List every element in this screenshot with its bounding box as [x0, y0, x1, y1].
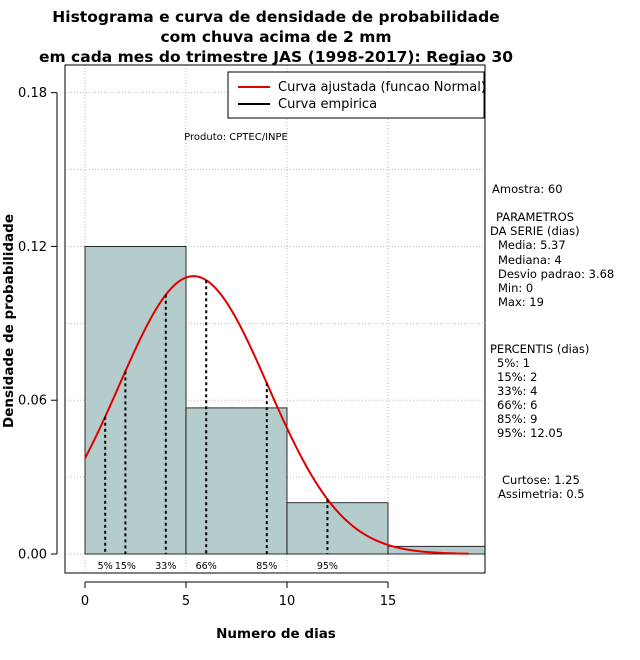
product-credit: Produto: CPTEC/INPE	[184, 132, 288, 143]
legend-label-empirical: Curva empirica	[278, 97, 377, 112]
x-tick-label-0: 0	[81, 594, 89, 609]
stats-panel: Amostra: 60 PARAMETROS DA SERIE (dias) M…	[490, 182, 614, 501]
percentil-33: 33%: 4	[497, 384, 537, 398]
x-tick-label-1: 5	[182, 594, 190, 609]
percentile-label-95: 95%	[317, 561, 338, 572]
x-axis-title: Numero de dias	[216, 626, 336, 642]
param-media: Media: 5.37	[498, 238, 566, 252]
y-tick-label-0: 0.00	[18, 548, 47, 563]
percentis-title: PERCENTIS (dias)	[490, 342, 589, 356]
param-mediana: Mediana: 4	[498, 253, 562, 267]
legend-label-normal: Curva ajustada (funcao Normal)	[278, 80, 486, 95]
percentil-95: 95%: 12.05	[497, 426, 563, 440]
plot-frame	[64, 64, 486, 574]
x-tick-label-3: 15	[380, 594, 397, 609]
param-max: Max: 19	[498, 295, 544, 309]
legend-box	[227, 71, 485, 119]
legend: Curva ajustada (funcao Normal) Curva emp…	[227, 71, 486, 119]
normal-curve-line	[84, 275, 469, 555]
percentile-label-33: 33%	[155, 561, 176, 572]
percentil-66: 66%: 6	[497, 398, 537, 412]
chart-title-line-3: em cada mes do trimestre JAS (1998-2017)…	[39, 48, 513, 66]
param-min: Min: 0	[498, 281, 533, 295]
chart-title-line-1: Histograma e curva de densidade de proba…	[52, 8, 499, 26]
params-subtitle: DA SERIE (dias)	[490, 224, 580, 238]
histogram-bar-0	[84, 246, 187, 555]
assimetria: Assimetria: 0.5	[498, 487, 585, 501]
y-tick-label-3: 0.18	[18, 86, 47, 101]
percentil-15: 15%: 2	[497, 370, 537, 384]
y-tick-label-2: 0.12	[18, 240, 47, 255]
percentil-5: 5%: 1	[497, 356, 530, 370]
y-tick-label-1: 0.06	[18, 394, 47, 409]
percentile-label-66: 66%	[196, 561, 217, 572]
percentile-label-15: 15%	[115, 561, 136, 572]
curtose: Curtose: 1.25	[502, 473, 580, 487]
params-title: PARAMETROS	[496, 210, 574, 224]
percentile-label-85: 85%	[256, 561, 277, 572]
percentil-85: 85%: 9	[497, 412, 537, 426]
histogram-bar-1	[185, 407, 288, 555]
x-tick-label-2: 10	[279, 594, 296, 609]
y-axis-title: Densidade de probabilidade	[1, 214, 17, 428]
param-desvio: Desvio padrao: 3.68	[498, 267, 614, 281]
plot-area: 5% 15% 33% 66% 85% 95% 0 5 10 15 0.00 0.06 0.12 0.18	[18, 64, 486, 609]
sample-size: Amostra: 60	[492, 182, 563, 196]
chart-title-line-2: com chuva acima de 2 mm	[160, 28, 391, 46]
percentile-label-5: 5%	[98, 561, 113, 572]
